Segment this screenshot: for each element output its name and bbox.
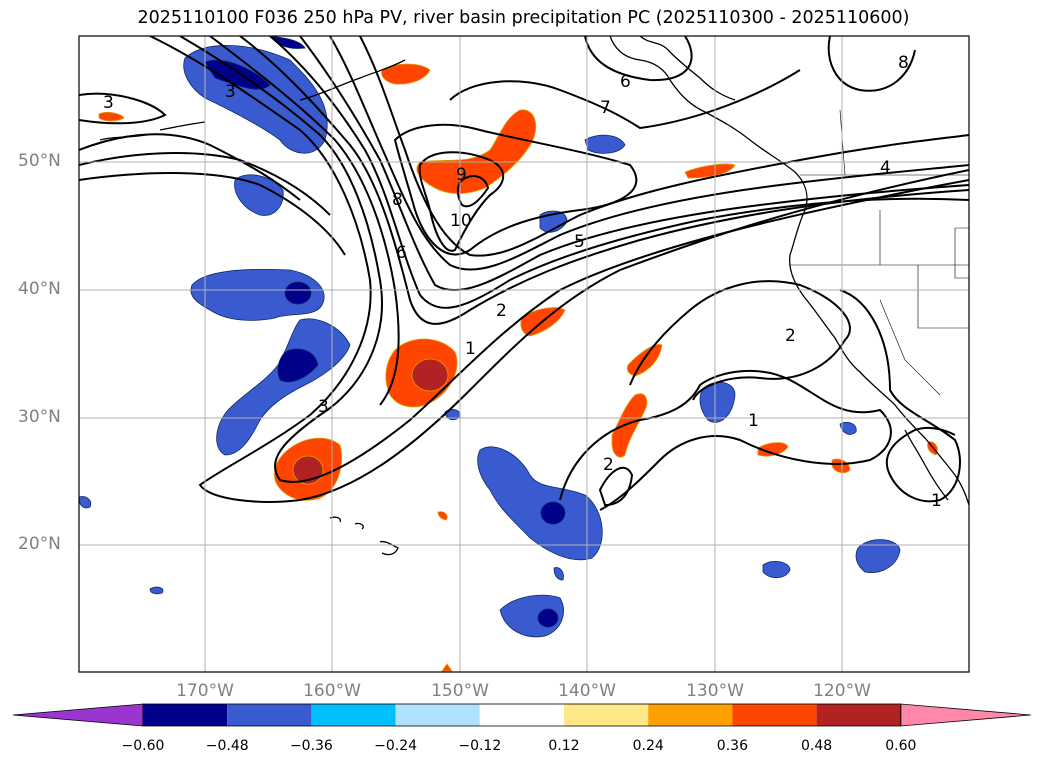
colorbar-tick-label: 0.12 xyxy=(548,738,580,754)
pv-contour-label: 1 xyxy=(748,411,759,431)
pv-contour-label: 3 xyxy=(225,82,236,102)
colorbar-tick-label: 0.24 xyxy=(632,738,664,754)
colorbar-tick-label: 0.36 xyxy=(716,738,748,754)
pv-contour-label: 2 xyxy=(496,301,507,321)
latitude-label: 50°N xyxy=(18,151,61,171)
colorbar-extend-low xyxy=(12,703,144,727)
colorbar-tick-label: −0.36 xyxy=(289,738,333,754)
pv-contour-label: 1 xyxy=(465,339,476,359)
longitude-label: 160°W xyxy=(303,681,361,701)
colorbar-segment xyxy=(395,704,480,726)
latitude-label: 20°N xyxy=(18,534,61,554)
pv-contour-label: 8 xyxy=(898,53,909,73)
map-area: 3 3 8 9 10 6 7 6 8 4 5 2 1 3 2 2 1 1 xyxy=(79,36,969,672)
longitude-label: 130°W xyxy=(686,681,744,701)
coastlines xyxy=(99,36,969,556)
pv-contour-label: 3 xyxy=(103,93,114,113)
pv-contour-label: 6 xyxy=(396,243,407,263)
colorbar-segment xyxy=(143,704,228,726)
pv-contour-label: 8 xyxy=(392,190,403,210)
contour-labels: 3 3 8 9 10 6 7 6 8 4 5 2 1 3 2 2 1 1 xyxy=(103,53,942,511)
colorbar-extend-high xyxy=(900,703,1031,727)
longitude-label: 120°W xyxy=(813,681,871,701)
pv-contours xyxy=(79,36,969,511)
pv-contour-label: 6 xyxy=(620,72,631,92)
colorbar-tick-label: −0.12 xyxy=(458,738,502,754)
colorbar-segment xyxy=(732,704,817,726)
gridlines xyxy=(79,36,969,672)
colorbar-tick-label: 0.60 xyxy=(885,738,917,754)
pv-contour-label: 2 xyxy=(785,326,796,346)
colorbar-segment xyxy=(479,704,564,726)
pv-contour-label: 3 xyxy=(318,397,329,417)
map-frame xyxy=(78,35,970,673)
pv-contour-label: 10 xyxy=(450,211,472,231)
colorbar-tick-label: −0.60 xyxy=(121,738,165,754)
map-title: 2025110100 F036 250 hPa PV, river basin … xyxy=(137,8,910,28)
colorbar-segment xyxy=(227,704,312,726)
latitude-label: 30°N xyxy=(18,407,61,427)
colorbar-frame xyxy=(142,703,902,727)
longitude-label: 170°W xyxy=(176,681,234,701)
pv-contour-label: 9 xyxy=(456,165,467,185)
colorbar-segment xyxy=(564,704,649,726)
longitude-label: 150°W xyxy=(431,681,489,701)
pv-contour-label: 1 xyxy=(931,491,942,511)
colorbar-segment xyxy=(816,704,901,726)
pv-contour-label: 4 xyxy=(880,158,891,178)
longitude-label: 140°W xyxy=(558,681,616,701)
colorbar-segment xyxy=(311,704,396,726)
pv-contour-label: 2 xyxy=(603,455,614,475)
latitude-label: 40°N xyxy=(18,279,61,299)
colorbar-tick-label: 0.48 xyxy=(801,738,833,754)
negative-precip-shading xyxy=(79,36,901,638)
pv-contour-label: 5 xyxy=(574,232,585,252)
colorbar-tick-label: −0.48 xyxy=(205,738,249,754)
colorbar-tick-label: −0.24 xyxy=(374,738,418,754)
colorbar-segment xyxy=(648,704,733,726)
state-borders xyxy=(790,109,969,396)
colorbar xyxy=(12,703,1031,727)
pv-contour-label: 7 xyxy=(600,98,611,118)
